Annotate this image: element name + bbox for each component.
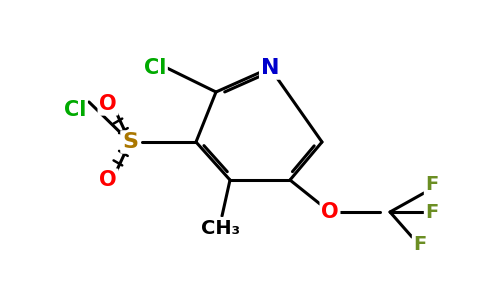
Text: F: F	[425, 202, 439, 221]
Text: O: O	[99, 94, 117, 114]
Text: CH₃: CH₃	[200, 218, 240, 238]
Text: N: N	[261, 58, 279, 78]
Text: F: F	[413, 236, 426, 254]
Text: F: F	[425, 176, 439, 194]
Text: Cl: Cl	[144, 58, 166, 78]
Text: Cl: Cl	[64, 100, 86, 120]
Text: S: S	[122, 132, 138, 152]
Text: O: O	[99, 170, 117, 190]
Text: O: O	[321, 202, 339, 222]
